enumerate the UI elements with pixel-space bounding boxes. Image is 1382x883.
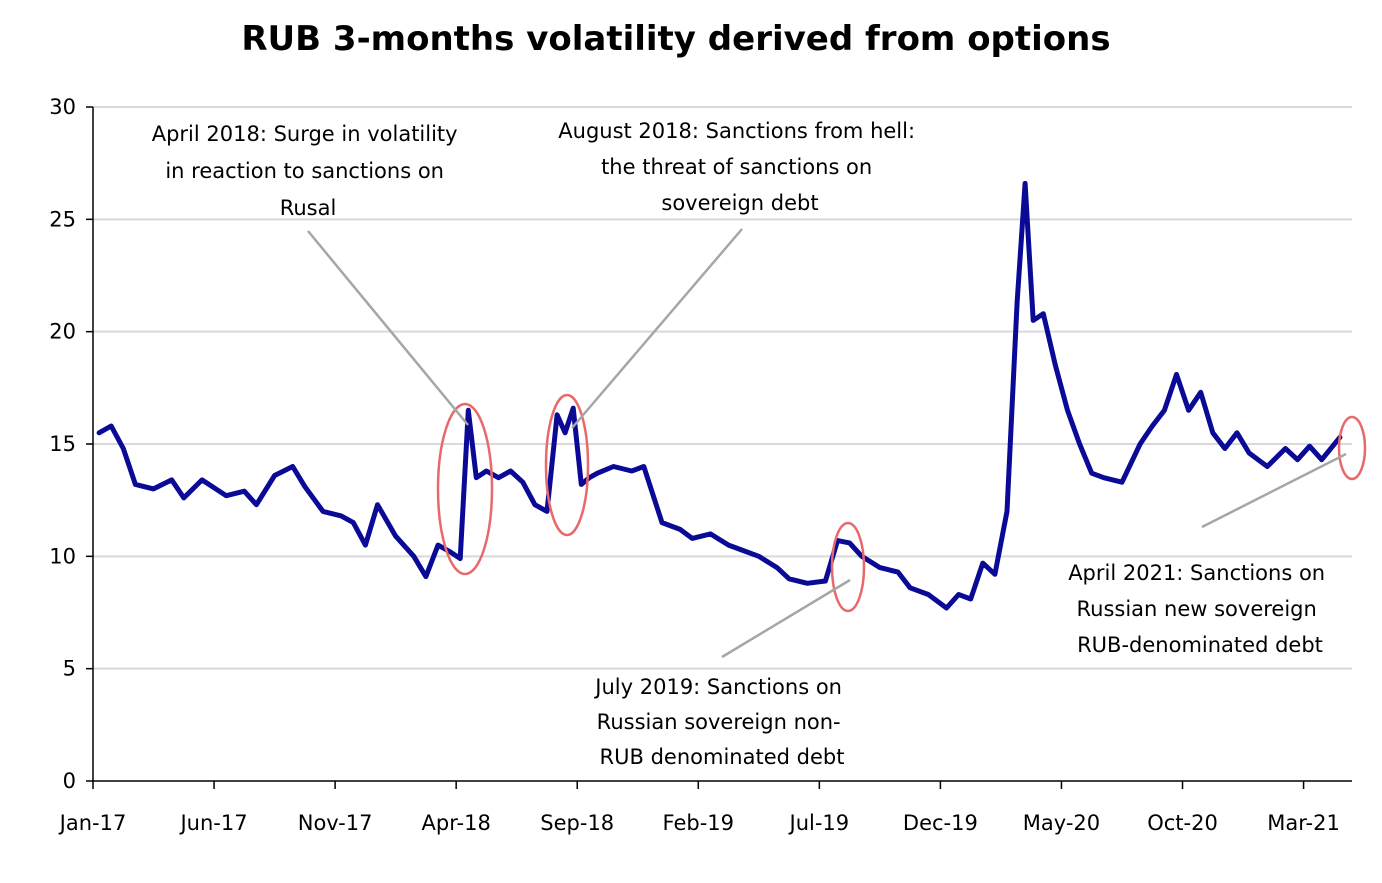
x-tick-label: Mar-21 bbox=[1267, 811, 1340, 835]
y-tick-label: 10 bbox=[49, 544, 76, 568]
annotation-apr-2018-line: April 2018: Surge in volatility bbox=[152, 122, 458, 146]
highlight-ellipse-apr-2018 bbox=[436, 402, 494, 576]
y-tick-label: 15 bbox=[49, 432, 76, 456]
x-tick-label: Oct-20 bbox=[1147, 811, 1218, 835]
leader-line-apr-2021 bbox=[1201, 452, 1347, 529]
x-tick-label: Sep-18 bbox=[540, 811, 614, 835]
leader-line-aug-2018 bbox=[571, 228, 743, 429]
x-tick-labels: Jan-17 Jun-17 Nov-17 Apr-18 Sep-18 Feb-19 Jul-… bbox=[58, 781, 1340, 835]
x-tick-label: Nov-17 bbox=[298, 811, 373, 835]
annotation-jul-2019-line: Russian sovereign non- bbox=[597, 710, 841, 734]
highlight-ellipse-jul-2019 bbox=[830, 521, 866, 613]
x-tick-label: Jan-17 bbox=[58, 811, 127, 835]
y-tick-label: 5 bbox=[63, 657, 76, 681]
x-tick-label: Feb-19 bbox=[663, 811, 734, 835]
y-tick-label: 20 bbox=[49, 320, 76, 344]
annotation-apr-2018: April 2018: Surge in volatility in react… bbox=[152, 122, 465, 220]
annotation-apr-2021-line: RUB-denominated debt bbox=[1077, 633, 1323, 657]
annotation-jul-2019-line: RUB denominated debt bbox=[600, 745, 845, 769]
highlight-ellipse-apr-2021 bbox=[1337, 415, 1367, 481]
x-tick-label: May-20 bbox=[1023, 811, 1100, 835]
x-tick-label: Jul-19 bbox=[788, 811, 850, 835]
event-highlights bbox=[436, 393, 1367, 613]
leader-line-apr-2018 bbox=[307, 230, 469, 426]
annotation-apr-2021: April 2021: Sanctions on Russian new sov… bbox=[1068, 561, 1332, 657]
leader-line-jul-2019 bbox=[721, 578, 851, 659]
annotation-aug-2018-line: the threat of sanctions on bbox=[601, 155, 872, 179]
annotation-apr-2018-line: in reaction to sanctions on bbox=[165, 159, 444, 183]
annotation-aug-2018: August 2018: Sanctions from hell: the th… bbox=[558, 119, 921, 215]
y-tick-labels: 0 5 10 15 20 25 30 bbox=[49, 95, 93, 793]
annotation-apr-2018-line: Rusal bbox=[280, 196, 337, 220]
annotation-apr-2021-line: April 2021: Sanctions on bbox=[1068, 561, 1325, 585]
annotation-aug-2018-line: August 2018: Sanctions from hell: bbox=[558, 119, 915, 143]
y-tick-label: 30 bbox=[49, 95, 76, 119]
x-tick-label: Dec-19 bbox=[903, 811, 978, 835]
chart-title: RUB 3-months volatility derived from opt… bbox=[241, 19, 1110, 59]
annotation-aug-2018-line: sovereign debt bbox=[661, 191, 818, 215]
grid-lines bbox=[93, 106, 1352, 670]
annotation-apr-2021-line: Russian new sovereign bbox=[1077, 597, 1317, 621]
y-tick-label: 0 bbox=[63, 769, 76, 793]
annotations: April 2018: Surge in volatility in react… bbox=[152, 119, 1332, 769]
annotation-leaders bbox=[307, 228, 1347, 659]
y-tick-label: 25 bbox=[49, 207, 76, 231]
volatility-series-line bbox=[96, 180, 1343, 611]
highlight-ellipse-aug-2018 bbox=[544, 393, 590, 537]
annotation-jul-2019-line: July 2019: Sanctions on bbox=[593, 675, 842, 699]
x-tick-label: Jun-17 bbox=[178, 811, 247, 835]
annotation-jul-2019: July 2019: Sanctions on Russian sovereig… bbox=[593, 675, 848, 769]
x-tick-label: Apr-18 bbox=[422, 811, 491, 835]
